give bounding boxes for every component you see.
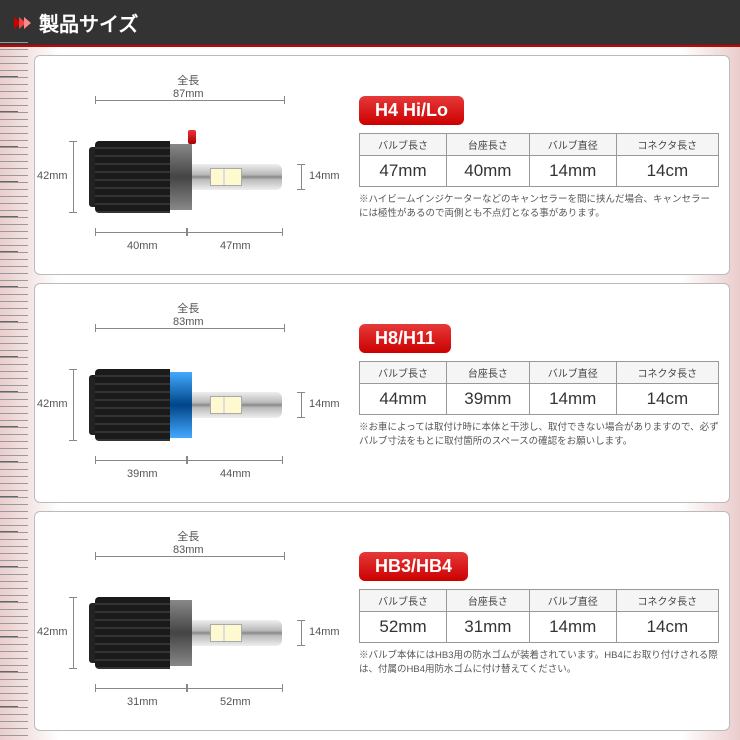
product-list: 全長87mm 42mm 14mm 40mm 47mm H4 Hi/Lo バルブ長さ… (34, 47, 740, 731)
dim-height: 42mm (37, 398, 68, 410)
dim-tip: 14mm (309, 170, 340, 182)
product-note: ※ハイビームインジケーターなどのキャンセラーを間に挟んだ場合、キャンセラーには極… (359, 193, 719, 222)
ruler-decoration (0, 42, 28, 740)
table-cell: 14cm (616, 612, 718, 643)
table-header: バルブ長さ (360, 134, 447, 156)
dim-seg2: 52mm (220, 696, 251, 708)
product-info: H4 Hi/Lo バルブ長さ台座長さバルブ直径コネクタ長さ 47mm40mm14mm… (355, 66, 719, 266)
model-badge: H8/H11 (359, 324, 451, 353)
heatsink (95, 597, 170, 669)
product-card: 全長83mm 42mm 14mm 39mm 44mm H8/H11 バルブ長さ台座… (34, 283, 730, 503)
bulb-diagram: 全長87mm 42mm 14mm 40mm 47mm (45, 66, 355, 266)
table-cell: 14mm (529, 384, 616, 415)
page-container: 製品サイズ 全長87mm 42mm 14mm 40mm 47mm H4 Hi/L… (0, 0, 740, 740)
dim-height: 42mm (37, 170, 68, 182)
dim-height: 42mm (37, 626, 68, 638)
section-header: 製品サイズ (0, 0, 740, 47)
table-header: 台座長さ (447, 590, 530, 612)
product-card: 全長83mm 42mm 14mm 31mm 52mm HB3/HB4 バルブ長さ台… (34, 511, 730, 731)
table-header: バルブ直径 (529, 590, 616, 612)
dim-total-label: 全長83mm (173, 528, 204, 556)
collar (170, 600, 192, 666)
table-cell: 14cm (616, 156, 718, 187)
product-card: 全長87mm 42mm 14mm 40mm 47mm H4 Hi/Lo バルブ長さ… (34, 55, 730, 275)
header-title: 製品サイズ (39, 8, 138, 37)
table-cell: 14mm (529, 612, 616, 643)
dim-seg1: 31mm (127, 696, 158, 708)
table-header: 台座長さ (447, 134, 530, 156)
chevron-icon (14, 17, 29, 29)
table-header: バルブ直径 (529, 134, 616, 156)
dim-total-label: 全長87mm (173, 72, 204, 100)
table-cell: 14cm (616, 384, 718, 415)
model-badge: H4 Hi/Lo (359, 96, 464, 125)
table-header: 台座長さ (447, 362, 530, 384)
table-cell: 44mm (360, 384, 447, 415)
table-cell: 52mm (360, 612, 447, 643)
dim-seg1: 39mm (127, 468, 158, 480)
product-info: HB3/HB4 バルブ長さ台座長さバルブ直径コネクタ長さ 52mm31mm14mm1… (355, 522, 719, 722)
product-note: ※お車によっては取付け時に本体と干渉し、取付できない場合がありますので、必ずバル… (359, 421, 719, 450)
dim-seg2: 47mm (220, 240, 251, 252)
product-note: ※バルブ本体にはHB3用の防水ゴムが装着されています。HB4にお取り付けされる際… (359, 649, 719, 678)
bulb-diagram: 全長83mm 42mm 14mm 31mm 52mm (45, 522, 355, 722)
table-header: コネクタ長さ (616, 362, 718, 384)
bulb-diagram: 全長83mm 42mm 14mm 39mm 44mm (45, 294, 355, 494)
heatsink (95, 141, 170, 213)
led-chip (210, 396, 242, 414)
model-badge: HB3/HB4 (359, 552, 468, 581)
dim-tip: 14mm (309, 398, 340, 410)
table-cell: 31mm (447, 612, 530, 643)
spec-table: バルブ長さ台座長さバルブ直径コネクタ長さ 52mm31mm14mm14cm (359, 589, 719, 643)
led-chip (210, 624, 242, 642)
collar (170, 144, 192, 210)
table-cell: 40mm (447, 156, 530, 187)
heatsink (95, 369, 170, 441)
collar (170, 372, 192, 438)
table-cell: 47mm (360, 156, 447, 187)
table-header: バルブ長さ (360, 590, 447, 612)
dim-tip: 14mm (309, 626, 340, 638)
table-header: コネクタ長さ (616, 134, 718, 156)
spec-table: バルブ長さ台座長さバルブ直径コネクタ長さ 47mm40mm14mm14cm (359, 133, 719, 187)
table-header: コネクタ長さ (616, 590, 718, 612)
table-cell: 14mm (529, 156, 616, 187)
table-header: バルブ長さ (360, 362, 447, 384)
dim-seg1: 40mm (127, 240, 158, 252)
table-cell: 39mm (447, 384, 530, 415)
spec-table: バルブ長さ台座長さバルブ直径コネクタ長さ 44mm39mm14mm14cm (359, 361, 719, 415)
product-info: H8/H11 バルブ長さ台座長さバルブ直径コネクタ長さ 44mm39mm14mm14… (355, 294, 719, 494)
dim-seg2: 44mm (220, 468, 251, 480)
led-chip (210, 168, 242, 186)
dim-total-label: 全長83mm (173, 300, 204, 328)
notch (188, 130, 196, 144)
table-header: バルブ直径 (529, 362, 616, 384)
